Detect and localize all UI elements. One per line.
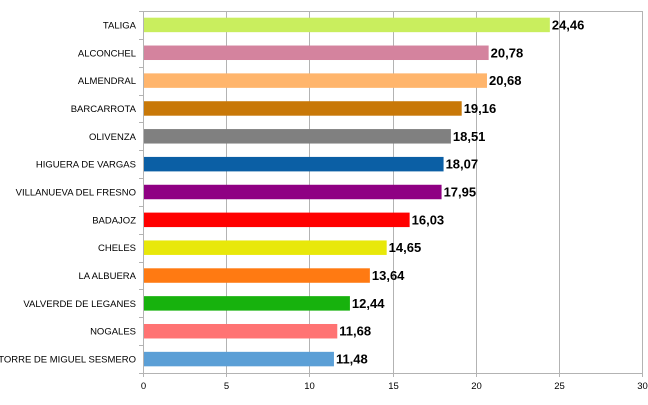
bar-torre-de-miguel-sesmero [143, 351, 334, 367]
value-label: 24,46 [552, 17, 585, 32]
value-label: 20,78 [491, 45, 524, 60]
value-labels: 24,46 20,78 20,68 19,16 18,51 18,07 17,95 16,03… [336, 17, 584, 366]
bar-nogales [143, 323, 338, 339]
value-label: 13,64 [372, 268, 405, 283]
category-label: ALCONCHEL [78, 48, 136, 59]
category-label: OLIVENZA [89, 132, 137, 143]
category-label: VILLANUEVA DEL FRESNO [16, 188, 136, 199]
bar-almendral [143, 73, 487, 88]
bar-olivenza [143, 129, 451, 144]
bar-higuera-de-vargas [143, 156, 444, 172]
value-label: 11,48 [336, 352, 368, 367]
value-label: 12,44 [352, 296, 385, 311]
value-label: 18,07 [446, 157, 479, 172]
value-label: 17,95 [444, 185, 477, 200]
bar-villanueva-del-fresno [143, 184, 442, 200]
category-label: HIGUERA DE VARGAS [36, 160, 136, 171]
category-label: TALIGA [103, 20, 137, 31]
category-label: NOGALES [90, 327, 136, 338]
category-label: TORRE DE MIGUEL SESMERO [0, 355, 136, 366]
category-label: ALMENDRAL [78, 76, 136, 87]
x-tick-label: 10 [304, 381, 315, 392]
category-label: BADAJOZ [92, 215, 136, 226]
x-tick-label: 0 [141, 381, 146, 392]
x-tick-label: 25 [554, 381, 565, 392]
category-label: BARCARROTA [71, 104, 137, 115]
value-label: 14,65 [389, 240, 422, 255]
x-tick-label: 15 [388, 381, 399, 392]
category-labels: TALIGA ALCONCHEL ALMENDRAL BARCARROTA OLIVEN… [0, 20, 137, 365]
category-label: CHELES [98, 243, 136, 254]
axes [139, 11, 642, 377]
bar-cheles [143, 240, 387, 255]
bar-la-albuera [143, 268, 370, 283]
value-label: 11,68 [339, 324, 371, 339]
value-label: 20,68 [489, 73, 522, 88]
category-label: VALVERDE DE LEGANES [23, 299, 136, 310]
value-label: 18,51 [453, 129, 486, 144]
bar-barcarrota [143, 101, 462, 116]
x-tick-label: 30 [637, 381, 648, 392]
bar-badajoz [143, 212, 410, 228]
value-label: 16,03 [412, 212, 445, 227]
bars [143, 17, 550, 367]
category-label: LA ALBUERA [78, 271, 136, 282]
value-label: 19,16 [464, 101, 497, 116]
tick-labels: 0 5 10 15 20 25 30 [141, 381, 648, 392]
bar-taliga [143, 17, 550, 33]
x-tick-label: 20 [471, 381, 482, 392]
bar-alconchel [143, 45, 489, 61]
x-tick-label: 5 [224, 381, 229, 392]
bar-valverde-de-leganes [143, 296, 350, 311]
